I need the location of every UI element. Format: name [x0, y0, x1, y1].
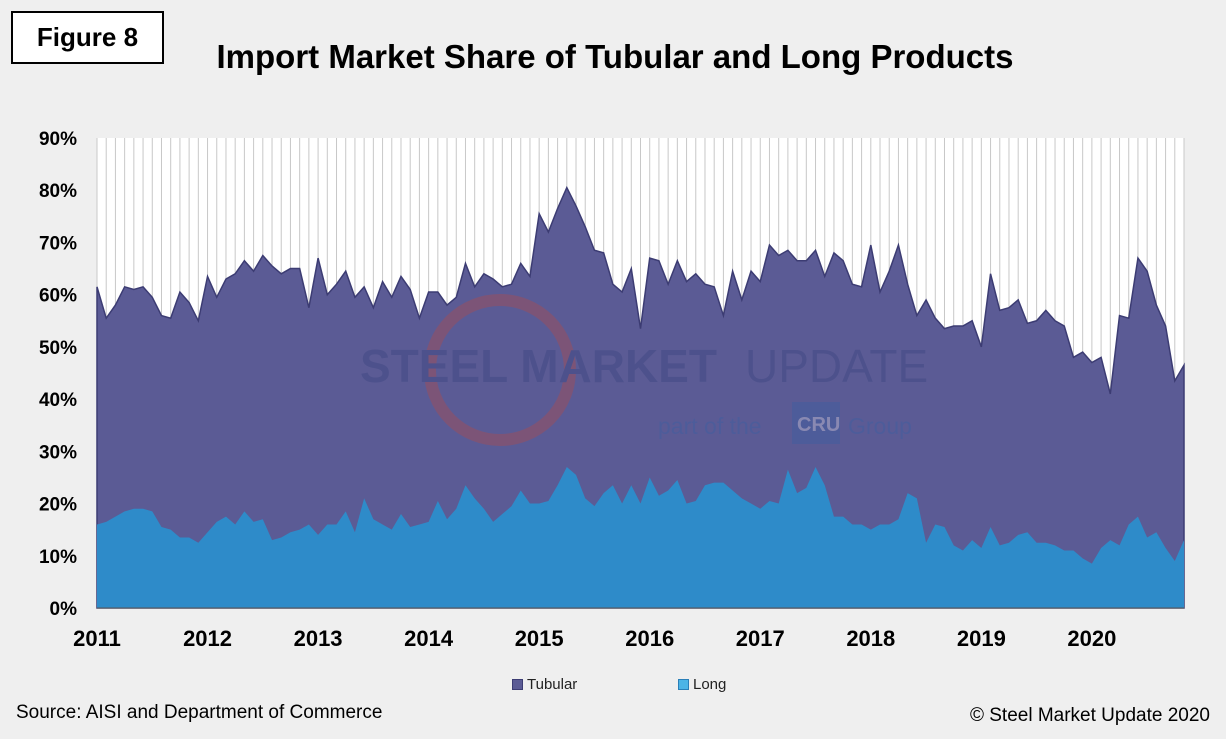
- copyright-note: © Steel Market Update 2020: [969, 705, 1210, 726]
- watermark-badge: CRU: [797, 414, 840, 436]
- y-tick-label: 40%: [39, 390, 77, 411]
- legend: Tubular Long: [0, 676, 1226, 696]
- legend-item-long: Long: [678, 676, 726, 693]
- y-tick-label: 50%: [39, 338, 77, 359]
- watermark-badge-box: [792, 402, 840, 444]
- y-tick-label: 60%: [39, 286, 77, 307]
- x-tick-label: 2011: [73, 626, 121, 651]
- legend-swatch-long: [678, 679, 689, 690]
- x-tick-label: 2012: [183, 626, 232, 651]
- legend-item-tubular: Tubular: [512, 676, 577, 693]
- series-area-long: [97, 467, 1184, 608]
- y-axis: 0% 10% 20% 30% 40% 50% 60% 70% 80% 90%: [39, 129, 1184, 620]
- legend-label-tubular: Tubular: [527, 676, 578, 693]
- x-tick-label: 2016: [625, 626, 674, 651]
- x-tick-label: 2015: [515, 626, 564, 651]
- x-tick-label: 2017: [736, 626, 785, 651]
- figure-label: Figure 8: [11, 11, 164, 64]
- y-tick-label: 30%: [39, 442, 77, 463]
- x-tick-label: 2013: [294, 626, 343, 651]
- chart-title-text: Import Market Share of Tubular and Long …: [216, 38, 1014, 75]
- y-tick-label: 90%: [39, 129, 77, 150]
- chart-title: Import Market Share of Tubular and Long …: [0, 38, 1226, 76]
- y-tick-label: 20%: [39, 495, 77, 516]
- y-tick-label: 80%: [39, 181, 77, 202]
- legend-label-long: Long: [693, 676, 727, 693]
- legend-swatch-tubular: [512, 679, 523, 690]
- x-tick-label: 2020: [1067, 626, 1116, 651]
- watermark-logo-ring: [424, 294, 576, 446]
- x-tick-label: 2018: [846, 626, 895, 651]
- watermark-line1-bold: STEEL MARKET: [360, 340, 717, 392]
- x-tick-label: 2014: [404, 626, 454, 651]
- y-tick-label: 0%: [50, 599, 78, 620]
- x-axis: 2011 2012 2013 2014 2015 2016 2017 2018 2019 2020: [73, 626, 1116, 651]
- x-tick-label: 2019: [957, 626, 1006, 651]
- source-note: Source: AISI and Department of Commerce: [16, 702, 383, 723]
- y-tick-label: 70%: [39, 233, 77, 254]
- watermark-line2-post: Group: [848, 413, 912, 439]
- y-tick-label: 10%: [39, 547, 77, 568]
- watermark: STEEL MARKET UPDATE part of the CRU Grou…: [360, 294, 928, 446]
- watermark-line2-pre: part of the: [658, 413, 762, 439]
- watermark-line1-light: UPDATE: [745, 340, 928, 392]
